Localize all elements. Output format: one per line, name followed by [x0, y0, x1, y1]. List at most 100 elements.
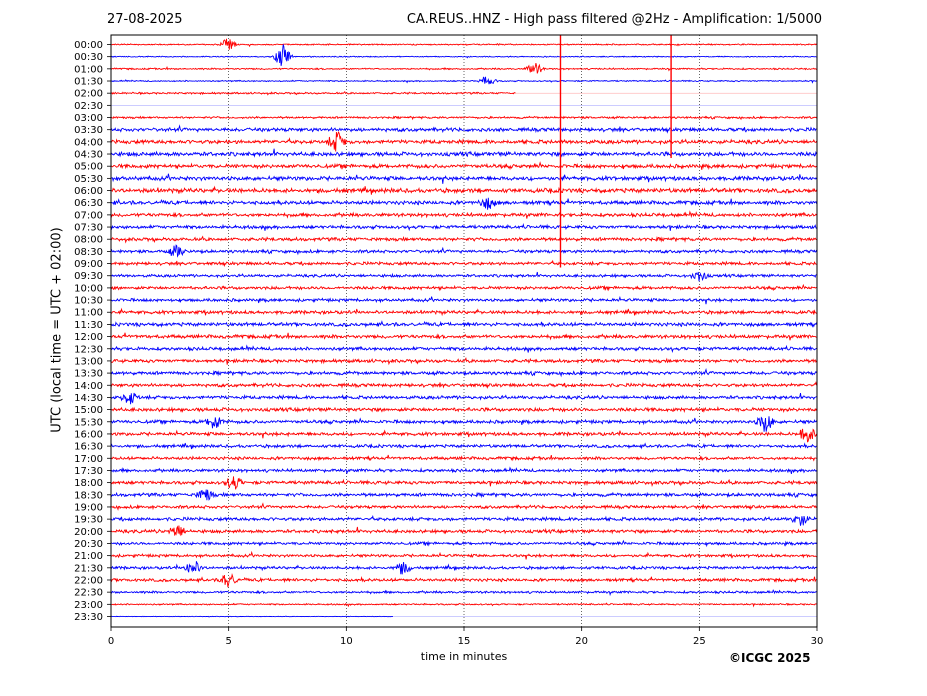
seismic-trace — [110, 307, 817, 317]
seismic-trace — [110, 525, 818, 537]
y-tick-label: 23:00 — [74, 600, 103, 611]
y-tick-label: 20:00 — [74, 527, 103, 538]
seismic-trace — [110, 197, 818, 210]
seismic-trace — [110, 295, 817, 305]
grid-lines — [228, 35, 700, 627]
y-axis-label: UTC (local time = UTC + 02:00) — [49, 227, 65, 433]
x-tick-label: 20 — [575, 636, 588, 647]
seismic-trace — [110, 392, 817, 405]
x-tick-label: 10 — [340, 636, 353, 647]
y-tick-label: 21:00 — [74, 551, 103, 562]
y-tick-label: 04:30 — [74, 150, 103, 161]
x-axis-ticks: 0 5 10 15 20 25 30 — [108, 627, 824, 647]
seismic-trace — [110, 62, 817, 74]
seismic-trace — [110, 539, 817, 548]
seismic-trace — [110, 573, 817, 588]
y-tick-label: 06:30 — [74, 198, 103, 209]
y-tick-label: 03:30 — [74, 125, 103, 136]
seismic-trace — [110, 44, 817, 66]
seismic-trace — [110, 514, 817, 526]
seismic-trace — [110, 173, 817, 184]
y-tick-label: 08:30 — [74, 247, 103, 258]
seismic-trace — [110, 332, 817, 341]
y-tick-label: 01:00 — [74, 64, 103, 75]
plot-frame — [110, 34, 818, 628]
seismic-trace — [110, 244, 818, 258]
y-tick-label: 16:30 — [74, 442, 103, 453]
y-tick-label: 15:30 — [74, 417, 103, 428]
seismic-trace — [110, 589, 817, 597]
x-tick-label: 0 — [108, 636, 114, 647]
seismic-trace — [110, 185, 818, 195]
seismic-trace — [110, 235, 817, 244]
y-tick-label: 01:30 — [74, 77, 103, 88]
y-tick-label: 11:30 — [74, 320, 103, 331]
y-tick-label: 08:00 — [74, 235, 103, 246]
y-tick-label: 05:00 — [74, 162, 103, 173]
y-tick-label: 13:30 — [74, 369, 103, 380]
spike-lines — [559, 35, 672, 268]
seismic-trace — [110, 148, 818, 158]
seismic-trace — [110, 502, 817, 511]
copyright: ©ICGC 2025 — [729, 651, 811, 665]
y-tick-label: 11:00 — [74, 308, 103, 319]
y-tick-label: 02:00 — [74, 89, 103, 100]
seismic-trace — [110, 381, 818, 390]
seismic-trace — [110, 602, 817, 608]
seismic-trace — [110, 161, 817, 171]
seismic-trace — [110, 76, 817, 85]
y-tick-label: 13:00 — [74, 356, 103, 367]
seismic-trace — [110, 283, 817, 292]
seismic-trace — [110, 550, 817, 560]
date-label: 27-08-2025 — [107, 12, 183, 27]
y-tick-label: 18:30 — [74, 490, 103, 501]
y-tick-label: 04:00 — [74, 137, 103, 148]
seismic-trace — [110, 344, 817, 354]
y-tick-label: 18:00 — [74, 478, 103, 489]
seismic-trace — [110, 115, 817, 121]
seismic-trace — [110, 223, 817, 232]
seismic-trace — [110, 131, 817, 152]
x-tick-label: 30 — [811, 636, 824, 647]
y-tick-label: 00:30 — [74, 52, 103, 63]
y-tick-label: 10:30 — [74, 296, 103, 307]
seismic-trace — [110, 466, 817, 475]
x-axis-label: time in minutes — [420, 650, 508, 663]
y-tick-label: 15:00 — [74, 405, 103, 416]
seismic-trace — [110, 368, 817, 378]
y-tick-label: 17:30 — [74, 466, 103, 477]
seismic-trace — [110, 320, 818, 328]
y-tick-label: 03:00 — [74, 113, 103, 124]
seismic-traces — [110, 38, 818, 618]
seismic-trace — [110, 615, 394, 618]
x-tick-label: 5 — [225, 636, 231, 647]
seismic-trace — [110, 442, 817, 450]
y-tick-label: 21:30 — [74, 563, 103, 574]
y-tick-label: 16:00 — [74, 429, 103, 440]
seismic-trace — [110, 124, 817, 134]
seismic-trace — [110, 454, 817, 462]
y-tick-label: 22:30 — [74, 588, 103, 599]
y-tick-label: 12:30 — [74, 344, 103, 355]
y-tick-label: 14:30 — [74, 393, 103, 404]
seismic-trace — [110, 406, 818, 414]
y-tick-label: 10:00 — [74, 283, 103, 294]
y-tick-label: 05:30 — [74, 174, 103, 185]
seismic-trace — [110, 476, 818, 490]
seismic-trace — [110, 357, 817, 366]
y-tick-label: 20:30 — [74, 539, 103, 550]
x-tick-label: 25 — [693, 636, 706, 647]
y-tick-label: 22:00 — [74, 575, 103, 586]
x-tick-label: 15 — [458, 636, 471, 647]
y-tick-label: 07:30 — [74, 223, 103, 234]
y-tick-label: 00:00 — [74, 40, 103, 51]
y-tick-label: 12:00 — [74, 332, 103, 343]
seismic-trace — [110, 91, 516, 96]
y-tick-label: 17:00 — [74, 454, 103, 465]
seismic-trace — [110, 489, 818, 501]
seismic-trace — [110, 271, 817, 282]
y-tick-label: 23:30 — [74, 612, 103, 623]
y-tick-label: 09:00 — [74, 259, 103, 270]
